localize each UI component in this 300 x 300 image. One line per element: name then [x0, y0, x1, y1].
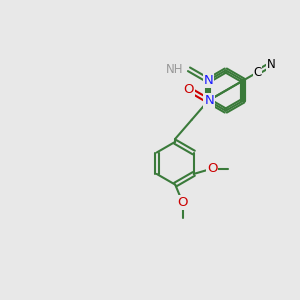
Text: N: N: [266, 58, 275, 71]
Text: O: O: [177, 196, 188, 209]
Text: NH: NH: [166, 63, 183, 76]
Text: N: N: [203, 74, 213, 87]
Text: N: N: [205, 94, 214, 107]
Text: C: C: [253, 66, 262, 79]
Text: O: O: [184, 83, 194, 96]
Text: O: O: [207, 162, 217, 175]
Text: N: N: [203, 94, 213, 107]
